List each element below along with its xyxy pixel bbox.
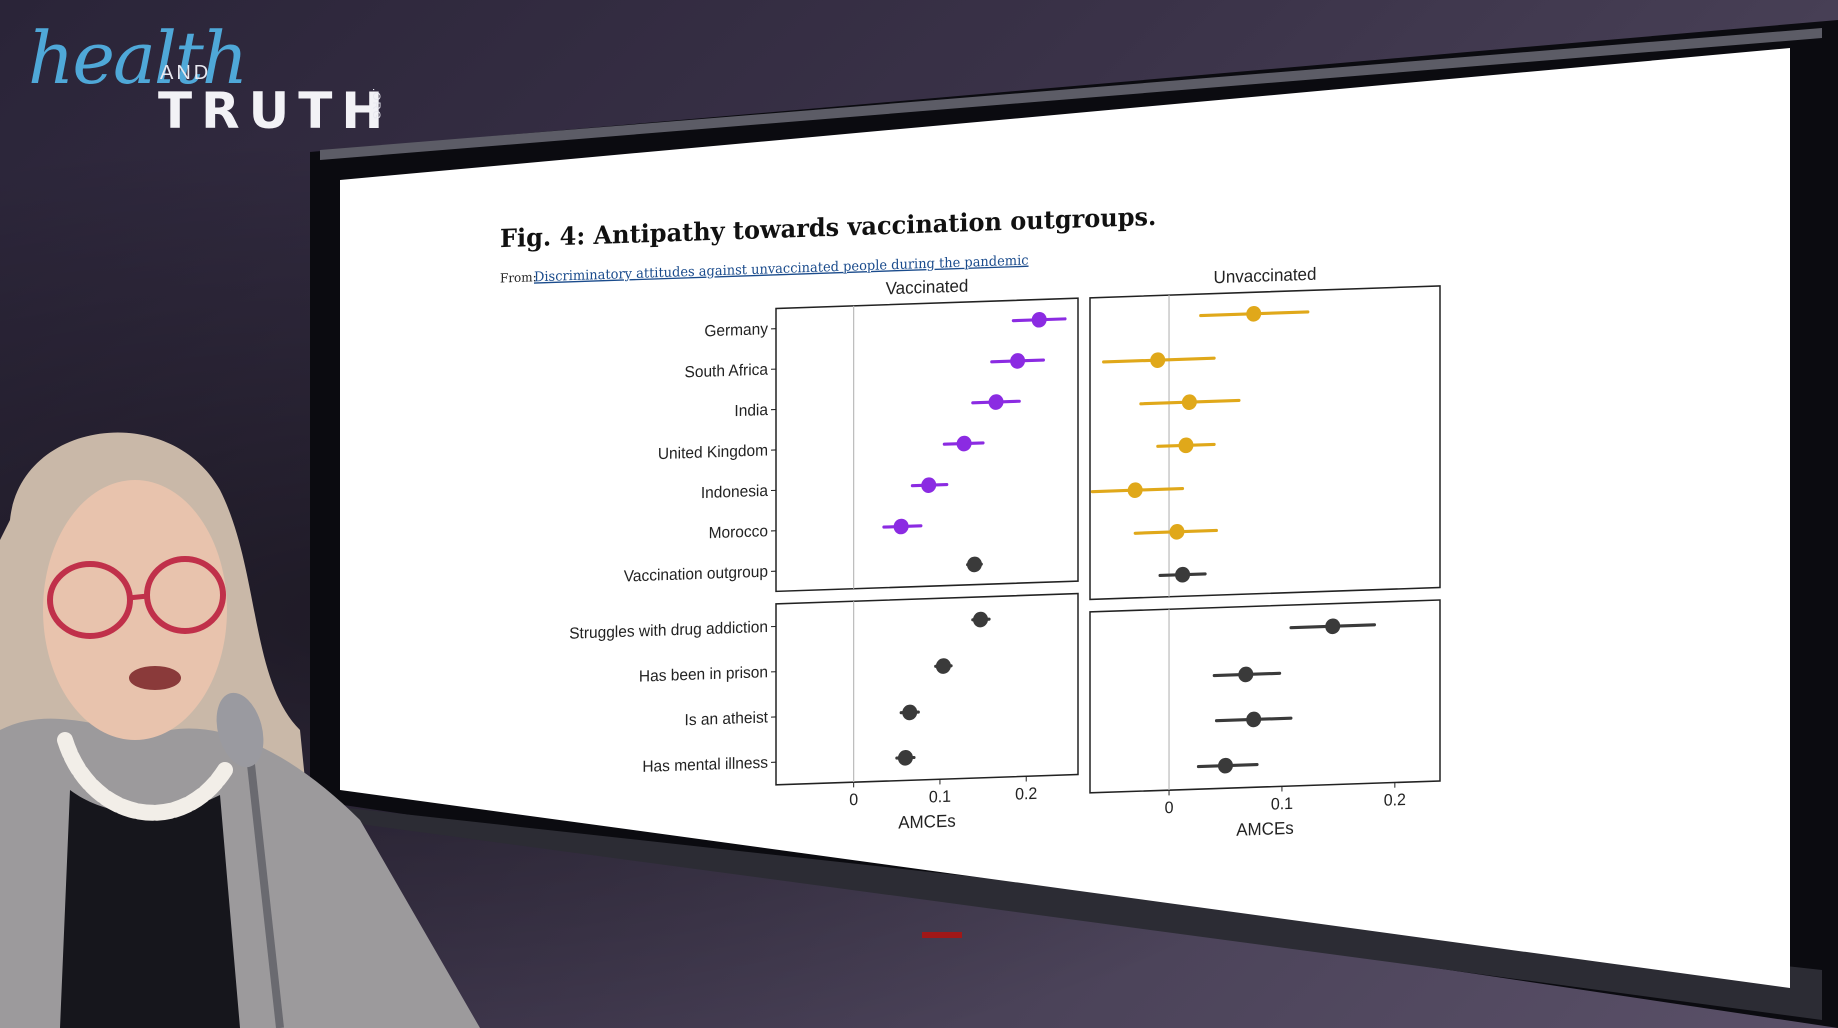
figure-from-label: From: bbox=[500, 270, 537, 286]
chart-panel-top-right: Unvaccinated bbox=[1089, 263, 1441, 601]
data-point bbox=[893, 518, 909, 535]
data-point bbox=[1246, 305, 1262, 322]
data-point bbox=[1181, 394, 1197, 410]
y-tick-label: Is an atheist bbox=[685, 709, 769, 729]
data-point bbox=[988, 394, 1004, 410]
y-tick-label: Vaccination outgroup bbox=[624, 563, 769, 585]
data-point bbox=[1031, 311, 1047, 328]
presenter bbox=[0, 432, 480, 1028]
data-point bbox=[921, 477, 937, 493]
logo-org-text: .ORG bbox=[370, 88, 382, 121]
data-point bbox=[1010, 353, 1026, 369]
x-tick-label: 0.2 bbox=[1015, 785, 1037, 804]
logo-health-text: health bbox=[28, 16, 248, 100]
chart-panel-bottom-right: 0 0.1 0.2 AMCEs bbox=[1089, 599, 1441, 840]
data-point bbox=[1325, 618, 1341, 635]
chart-panel-bottom-left: Struggles with drug addiction Has been in… bbox=[569, 592, 1079, 833]
x-tick-label: 0.2 bbox=[1384, 791, 1406, 810]
data-point bbox=[1246, 711, 1262, 728]
panel-frame bbox=[775, 592, 1079, 786]
x-axis-label: AMCEs bbox=[1236, 817, 1294, 839]
x-tick-label: 0.1 bbox=[929, 787, 951, 806]
figure-title: Fig. 4: Antipathy towards vaccination ou… bbox=[500, 201, 1156, 253]
data-point bbox=[1238, 666, 1254, 683]
data-point bbox=[1127, 482, 1143, 498]
data-point bbox=[935, 658, 951, 674]
logo-and-text: AND bbox=[160, 62, 212, 84]
panel-frame bbox=[1089, 285, 1441, 601]
data-point bbox=[897, 749, 913, 766]
y-tick-label: Struggles with drug addiction bbox=[569, 619, 768, 643]
y-tick-label: South Africa bbox=[685, 361, 769, 381]
panel-frame bbox=[775, 297, 1079, 593]
panel-frame bbox=[1089, 599, 1441, 794]
y-tick-label: Has been in prison bbox=[639, 664, 768, 686]
panel-title: Unvaccinated bbox=[1214, 263, 1317, 287]
data-point bbox=[1175, 566, 1191, 583]
data-point bbox=[1178, 437, 1194, 454]
data-point bbox=[1169, 524, 1185, 540]
health-and-truth-logo: health AND TRUTH .ORG bbox=[28, 16, 388, 140]
x-tick-label: 0 bbox=[849, 791, 858, 810]
y-tick-label: Has mental illness bbox=[642, 754, 768, 776]
y-tick-label: United Kingdom bbox=[658, 442, 768, 463]
data-point bbox=[1150, 352, 1166, 368]
data-point bbox=[956, 435, 972, 452]
x-tick-label: 0.1 bbox=[1271, 795, 1293, 814]
y-tick-label: Indonesia bbox=[701, 483, 768, 503]
y-tick-label: Germany bbox=[704, 321, 768, 340]
x-axis-label: AMCEs bbox=[898, 810, 956, 832]
y-tick-label: India bbox=[734, 402, 768, 420]
data-point bbox=[966, 556, 982, 573]
data-point bbox=[972, 611, 988, 628]
data-point bbox=[902, 704, 918, 721]
y-tick-label: Morocco bbox=[709, 523, 769, 542]
panel-title: Vaccinated bbox=[886, 275, 969, 298]
chart-panel-top-left: Vaccinated Germany South Africa India United… bbox=[624, 275, 1079, 593]
logo-truth-text: TRUTH bbox=[158, 82, 393, 140]
data-point bbox=[1217, 757, 1233, 774]
x-tick-label: 0 bbox=[1165, 799, 1174, 818]
